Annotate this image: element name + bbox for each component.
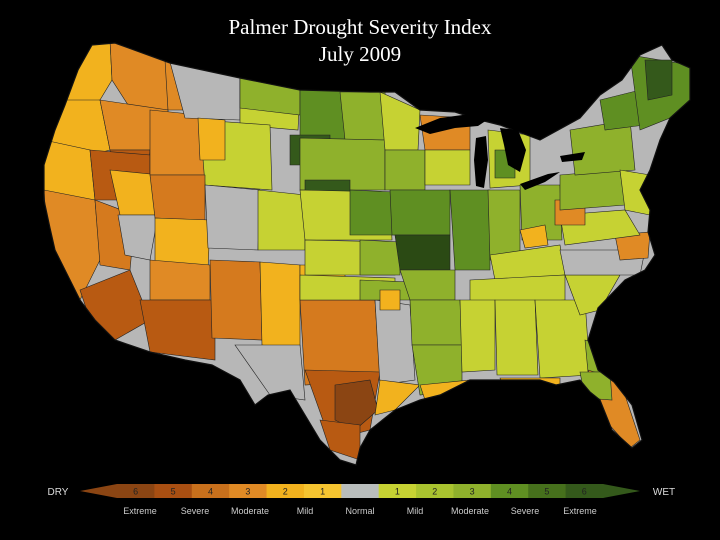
legend-bin-number-4: 2: [283, 487, 288, 497]
legend-end-wet: WET: [653, 487, 675, 498]
legend-bin-9: [453, 484, 492, 498]
us-outline: [43, 42, 691, 466]
legend-bin-8: [416, 484, 454, 498]
great-lakes: [415, 114, 585, 190]
legend-category-label-3: Mild: [297, 506, 314, 516]
region-wy-west: [197, 117, 226, 161]
legend-bin-number-9: 3: [470, 487, 475, 497]
legend-bin-number-12: 6: [582, 487, 587, 497]
map-title: Palmer Drought Severity Index July 2009: [0, 14, 720, 68]
lake-ontario: [560, 152, 585, 162]
legend-bin-12: [565, 484, 604, 498]
legend-bin-6: [341, 484, 380, 498]
lake-huron: [500, 128, 526, 172]
legend-bin-number-11: 5: [544, 487, 549, 497]
legend-bar: 6 5 4 3 2 1 1 2 3 4 5 6: [117, 484, 604, 498]
legend-bin-10: [490, 484, 529, 498]
map-title-line1: Palmer Drought Severity Index: [228, 15, 492, 39]
legend-bin-0: [117, 484, 155, 498]
region-ms: [459, 299, 496, 373]
region-il: [449, 189, 491, 271]
legend-bin-number-10: 4: [507, 487, 512, 497]
legend-category-label-5: Mild: [407, 506, 424, 516]
legend-bin-11: [528, 484, 567, 498]
legend-category-label-2: Moderate: [231, 506, 269, 516]
region-al: [494, 299, 539, 376]
region-tx-extreme: [334, 379, 379, 431]
legend-category-label-8: Extreme: [563, 506, 597, 516]
legend-bin-number-8: 2: [432, 487, 437, 497]
legend-bin-number-7: 1: [395, 487, 400, 497]
legend-category-label-7: Severe: [511, 506, 540, 516]
region-wi-south: [424, 149, 471, 186]
region-az-south: [139, 299, 216, 361]
legend-bin-3: [229, 484, 268, 498]
legend-bin-number-1: 5: [171, 487, 176, 497]
legend-bin-2: [191, 484, 230, 498]
legend-bin-number-3: 3: [245, 487, 250, 497]
legend-category-labels: Extreme Severe Moderate Mild Normal Mild Moder…: [123, 506, 597, 516]
region-oh-valley-patch: [519, 224, 549, 249]
legend-dry-arrow: [80, 484, 117, 498]
legend-bin-number-5: 1: [320, 487, 325, 497]
region-oh: [519, 184, 563, 241]
legend-bin-7: [378, 484, 417, 498]
lake-erie: [520, 172, 560, 190]
legend-bin-4: [266, 484, 305, 498]
legend-bin-5: [303, 484, 342, 498]
region-new-england-dark: [644, 59, 673, 101]
legend-category-label-4: Normal: [345, 506, 374, 516]
region-sw-mo-patch: [379, 289, 401, 311]
lake-michigan: [474, 136, 488, 188]
legend-category-label-6: Moderate: [451, 506, 489, 516]
legend-bin-number-0: 6: [133, 487, 138, 497]
legend-end-dry: DRY: [48, 487, 69, 498]
legend-wet-arrow: [603, 484, 640, 498]
legend-category-label-1: Severe: [181, 506, 210, 516]
legend-category-label-0: Extreme: [123, 506, 157, 516]
region-ks-east: [359, 239, 401, 276]
lake-superior: [415, 114, 490, 134]
legend-bin-1: [154, 484, 193, 498]
legend-bin-number-2: 4: [208, 487, 213, 497]
map-title-line2: July 2009: [318, 42, 402, 66]
region-tx-west: [234, 344, 306, 401]
